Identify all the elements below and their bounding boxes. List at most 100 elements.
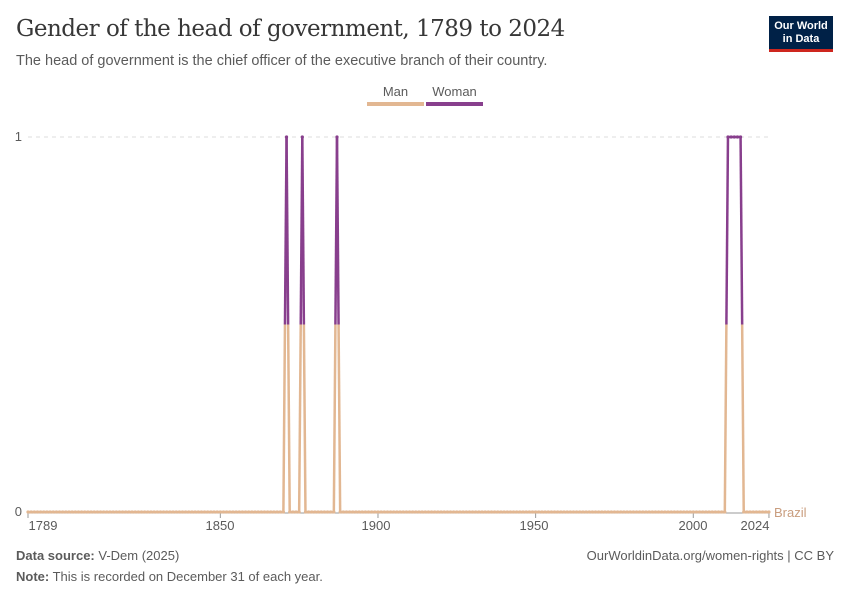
data-point	[354, 510, 358, 514]
license-link[interactable]: OurWorldinData.org/women-rights | CC BY	[586, 548, 834, 563]
series-segment	[725, 136, 730, 325]
data-point	[603, 510, 607, 514]
data-point	[647, 510, 651, 514]
data-point	[39, 510, 43, 514]
data-point	[388, 510, 393, 514]
data-point	[669, 510, 673, 514]
data-point	[587, 510, 591, 514]
data-point	[332, 510, 336, 514]
data-point	[701, 510, 705, 514]
data-point	[590, 510, 594, 514]
data-point	[511, 510, 516, 514]
data-point	[657, 510, 661, 514]
data-point	[67, 510, 71, 514]
data-point	[515, 510, 519, 514]
data-point	[155, 510, 159, 514]
data-point	[575, 510, 579, 514]
x-tick-label: 2024	[741, 518, 770, 533]
data-point	[231, 510, 235, 514]
data-point	[26, 510, 30, 514]
data-point	[682, 510, 686, 514]
data-point	[158, 510, 163, 514]
data-point	[303, 510, 308, 514]
data-point	[723, 510, 727, 514]
series-segment	[282, 324, 287, 513]
data-point	[735, 135, 740, 139]
data-point	[691, 510, 695, 514]
data-point	[35, 510, 40, 514]
data-point	[177, 510, 181, 514]
series-segment	[302, 324, 307, 513]
data-point	[190, 510, 194, 514]
series-segment	[297, 324, 302, 513]
data-point	[193, 510, 197, 514]
data-point	[124, 510, 128, 514]
data-point	[518, 510, 522, 514]
data-point	[407, 510, 412, 514]
data-point	[32, 510, 36, 514]
data-point	[240, 510, 245, 514]
data-point	[130, 510, 134, 514]
data-point	[143, 510, 147, 514]
data-point	[278, 510, 282, 514]
data-point	[663, 510, 667, 514]
data-point	[379, 510, 383, 514]
data-point	[266, 510, 270, 514]
data-point	[392, 510, 396, 514]
data-point	[218, 510, 222, 514]
data-point	[748, 510, 752, 514]
data-point	[606, 510, 610, 514]
legend-item-woman[interactable]: Woman	[426, 84, 483, 106]
data-point	[502, 510, 506, 514]
data-point	[136, 510, 140, 514]
data-point	[552, 510, 557, 514]
legend-swatch-woman	[426, 102, 483, 106]
data-point	[439, 510, 443, 514]
data-point	[168, 510, 172, 514]
data-point	[461, 510, 465, 514]
data-point	[29, 510, 33, 514]
data-point	[351, 510, 355, 514]
series-label-brazil: Brazil	[774, 505, 807, 520]
data-point	[543, 510, 547, 514]
data-point	[228, 510, 232, 514]
data-point	[423, 510, 427, 514]
data-point	[644, 510, 648, 514]
data-point	[262, 510, 267, 514]
data-point	[385, 510, 390, 514]
source-link[interactable]: V-Dem (2025)	[98, 548, 180, 563]
data-point	[404, 510, 408, 514]
data-point	[221, 510, 226, 514]
series-segment	[335, 136, 340, 325]
data-point	[429, 510, 434, 514]
data-point	[616, 510, 620, 514]
data-point	[685, 510, 689, 514]
data-point	[171, 510, 175, 514]
data-point	[458, 510, 462, 514]
data-point	[638, 510, 642, 514]
data-point	[464, 510, 468, 514]
data-point	[341, 510, 345, 514]
x-tick-label: 1789	[29, 518, 58, 533]
data-point	[209, 510, 213, 514]
owid-logo[interactable]: Our World in Data	[769, 16, 833, 52]
data-point	[757, 510, 762, 514]
legend-label-woman: Woman	[432, 84, 477, 99]
data-point	[489, 510, 494, 514]
legend-swatch-man	[367, 102, 424, 106]
chart-subtitle: The head of government is the chief offi…	[16, 53, 548, 69]
data-point	[726, 135, 730, 139]
data-point	[76, 510, 81, 514]
data-point	[710, 510, 714, 514]
data-point	[414, 510, 418, 514]
data-point	[650, 510, 654, 514]
data-point	[348, 510, 352, 514]
data-point	[732, 135, 736, 139]
data-point	[294, 510, 298, 514]
data-point	[581, 510, 585, 514]
data-point	[634, 510, 639, 514]
legend-item-man[interactable]: Man	[367, 84, 424, 106]
data-point	[729, 135, 733, 139]
data-point	[313, 510, 317, 514]
data-point	[300, 135, 304, 139]
